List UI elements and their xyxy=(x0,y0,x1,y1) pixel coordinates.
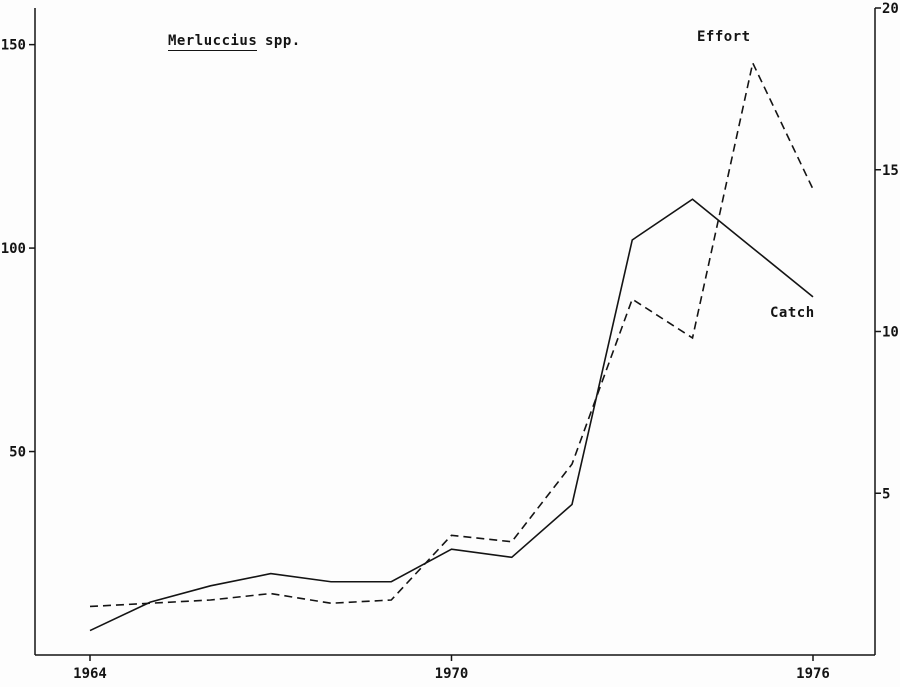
catch-series-label: Catch xyxy=(770,305,815,321)
right-axis-tick-label: 15 xyxy=(882,163,899,179)
chart-title: Merluccius spp. xyxy=(168,33,301,51)
x-axis-tick-label: 1970 xyxy=(435,666,469,682)
catch-line xyxy=(89,198,814,632)
left-axis-tick-label: 100 xyxy=(1,241,26,257)
right-axis-tick-label: 10 xyxy=(882,325,899,341)
x-axis-tick-label: 1964 xyxy=(73,666,107,682)
effort-line xyxy=(89,60,814,608)
left-axis-tick-label: 50 xyxy=(9,445,26,461)
x-axis-tick-label: 1976 xyxy=(796,666,830,682)
chart-title-genus: Merluccius xyxy=(168,33,258,51)
effort-series-label: Effort xyxy=(697,29,751,45)
right-axis-tick-label: 5 xyxy=(882,486,890,502)
right-axis-tick-label: 20 xyxy=(882,1,899,17)
chart-title-suffix: spp. xyxy=(264,33,301,49)
left-axis-tick-label: 150 xyxy=(1,38,26,54)
